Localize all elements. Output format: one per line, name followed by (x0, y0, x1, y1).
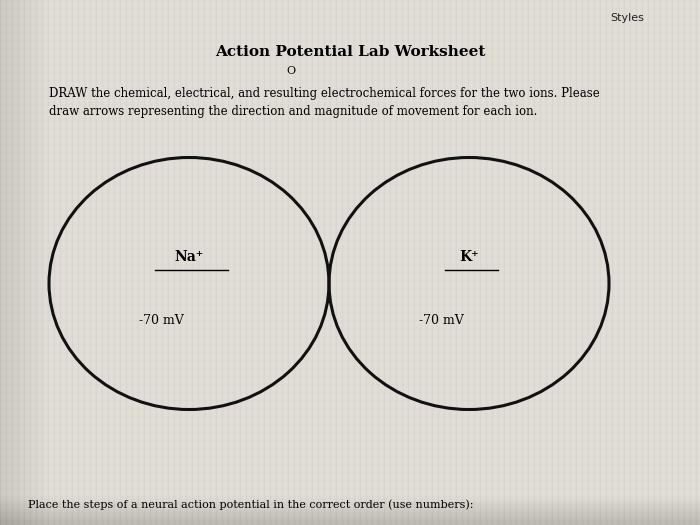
Text: Place the steps of a neural action potential in the correct order (use numbers):: Place the steps of a neural action poten… (28, 500, 473, 510)
Text: K⁺: K⁺ (459, 250, 479, 264)
Text: DRAW the chemical, electrical, and resulting electrochemical forces for the two : DRAW the chemical, electrical, and resul… (49, 87, 600, 100)
Text: draw arrows representing the direction and magnitude of movement for each ion.: draw arrows representing the direction a… (49, 105, 538, 118)
Text: O: O (286, 66, 295, 76)
Text: -70 mV: -70 mV (139, 314, 183, 327)
Text: Action Potential Lab Worksheet: Action Potential Lab Worksheet (215, 45, 485, 59)
Text: Styles: Styles (610, 13, 644, 23)
Text: -70 mV: -70 mV (419, 314, 463, 327)
Text: Na⁺: Na⁺ (174, 250, 204, 264)
